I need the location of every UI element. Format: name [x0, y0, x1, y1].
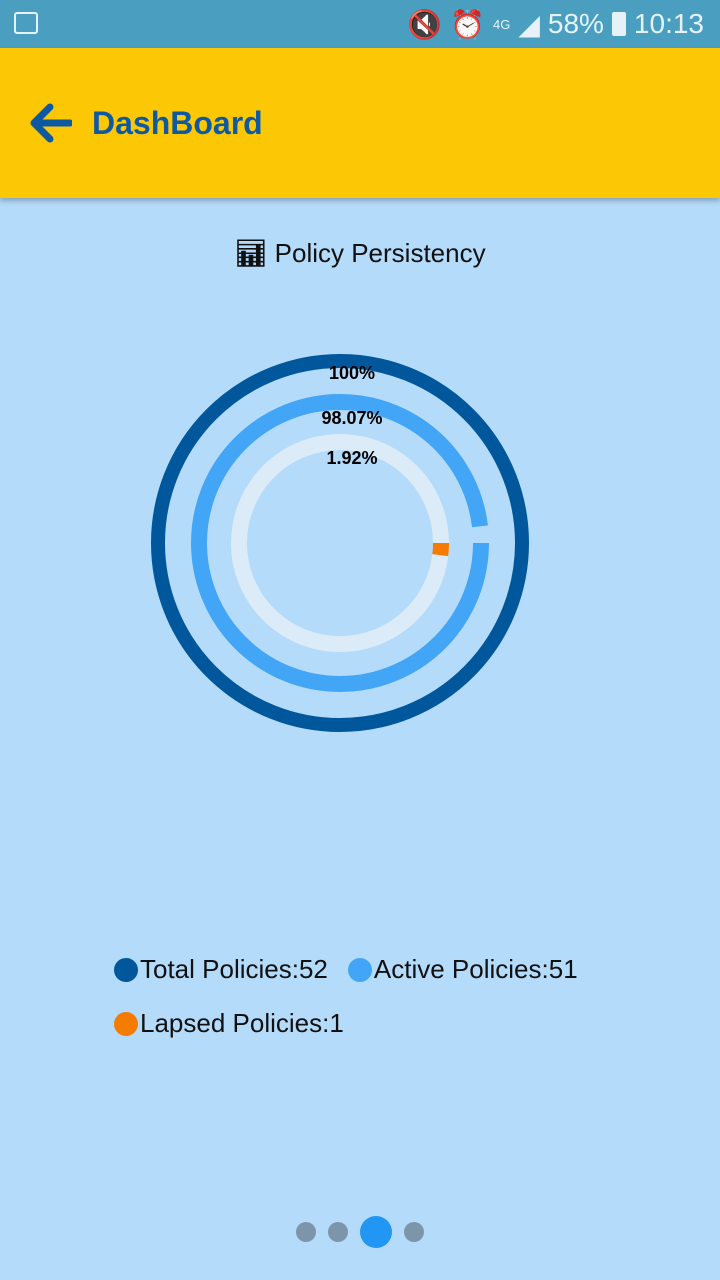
ring-label: 1.92% [326, 448, 377, 468]
alarm-icon: ⏰ [450, 8, 485, 40]
gallery-icon [14, 12, 38, 34]
legend-total: Total Policies:52 [140, 954, 328, 984]
battery-icon [611, 12, 626, 36]
battery-percent: 58% [547, 8, 604, 39]
status-bar: 🔇 ⏰ 4G ◢ 58% 10:13 [0, 0, 720, 48]
legend-active: Active Policies:51 [373, 954, 578, 984]
page-dot-3[interactable] [360, 1216, 392, 1248]
legend-row-1: Total Policies:52 Active Policies:51 [114, 954, 578, 985]
legend-lapsed: Lapsed Policies:1 [140, 1008, 344, 1038]
mute-icon: 🔇 [407, 8, 443, 40]
ring-label: 98.07% [321, 408, 382, 428]
ring-active-policies [191, 394, 489, 692]
page-dot-1[interactable] [296, 1222, 316, 1242]
page-indicator [0, 1216, 720, 1248]
legend-dot-active [347, 957, 372, 982]
page-title: DashBoard [92, 104, 263, 141]
app-bar: DashBoard [0, 48, 720, 198]
ring-track [231, 434, 449, 652]
legend-row-2: Lapsed Policies:1 [114, 1008, 344, 1039]
network-type: 4G [492, 16, 511, 32]
page-dot-2[interactable] [328, 1222, 348, 1242]
clock: 10:13 [633, 8, 704, 39]
signal-icon: ◢ [518, 8, 540, 40]
back-arrow-icon[interactable] [30, 103, 72, 143]
chart-title: 📊︎ Policy Persistency [234, 238, 486, 268]
ring-label: 100% [329, 363, 375, 383]
ring-total-policies [151, 354, 529, 732]
bar-chart-icon: 📊︎ [234, 238, 268, 268]
legend-dot-total [114, 957, 138, 982]
page-dot-4[interactable] [404, 1222, 424, 1242]
legend-dot-lapsed [114, 1011, 138, 1036]
ring-lapsed-policies [231, 434, 449, 652]
radial-chart: 100% 98.07% 1.92% [151, 354, 529, 732]
